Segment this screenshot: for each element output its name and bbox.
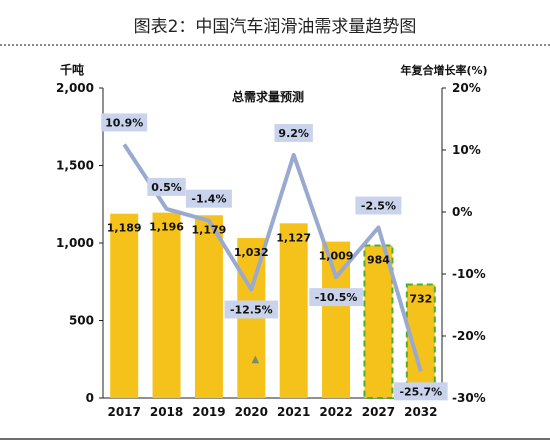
right-tick-label: 0% [452,205,472,219]
growth-rate-label: -2.5% [361,200,396,213]
x-tick-label: 2019 [192,405,225,419]
growth-label-box [394,382,448,401]
left-tick-label: 500 [69,314,94,328]
growth-rate-label: -25.7% [399,385,442,398]
bar-value-label: 732 [409,293,432,306]
x-tick-label: 2018 [150,405,183,419]
right-tick-label: 10% [452,143,481,157]
x-tick-label: 2032 [404,405,437,419]
growth-rate-label: -12.5% [230,304,273,317]
growth-label-box [309,288,363,307]
growth-label-box [147,177,186,196]
left-tick-label: 1,500 [56,159,94,173]
right-axis-title: 年复合增长率(%) [400,63,487,77]
bar-value-label: 1,179 [192,223,227,236]
x-tick-label: 2027 [362,405,395,419]
axes [99,87,446,399]
bar-value-label: 1,009 [319,250,354,263]
x-tick-label: 2020 [235,405,268,419]
bottom-divider [0,438,550,440]
data-labels: 1,189 1,196 1,179 1,032 1,127 1,009 984 732 10.9… [101,113,448,401]
growth-label-box [355,196,402,215]
growth-rate-label: -1.4% [191,193,226,206]
growth-rate-label: -10.5% [315,291,358,304]
right-tick-label: -10% [452,267,486,281]
figure-title: 图表2：中国汽车润滑油需求量趋势图 [133,17,417,37]
bar [110,213,139,398]
chart-title: 总需求量预测 [232,89,304,104]
growth-rate-label: 9.2% [278,127,309,140]
x-tick-label: 2022 [319,405,352,419]
x-tick-label: 2017 [107,405,140,419]
left-axis-title: 千吨 [60,62,84,77]
left-tick-label: 2,000 [56,81,94,95]
left-tick-label: 0 [86,391,94,405]
growth-line-series [122,143,423,372]
growth-rate-line [122,143,423,372]
bar-value-label: 1,189 [107,222,142,235]
bar [279,223,308,398]
bar-value-label: 1,032 [234,246,269,259]
growth-rate-label: 0.5% [151,181,182,194]
growth-label-box [224,300,279,319]
bar [152,212,181,398]
bar-value-label: 984 [367,253,390,266]
x-tick-label: 2021 [277,405,310,419]
growth-label-box [274,123,313,142]
growth-label-box [185,189,232,208]
forecast-bar [363,244,394,399]
right-tick-label: -20% [452,329,486,343]
triangle-marker-icon: ▲ [251,354,259,365]
title-divider [0,44,550,46]
bar-value-label: 1,196 [149,221,184,234]
growth-label-box [101,113,148,132]
bar [194,215,223,398]
left-tick-label: 1,000 [56,236,94,250]
bar-value-label: 1,127 [276,231,311,244]
growth-rate-label: 10.9% [105,116,143,129]
axis-text: 2,000 1,500 1,000 500 0 20% 10% 0% -10% -20% -30% 千… [56,62,488,419]
right-tick-label: 20% [452,81,481,95]
right-tick-label: -30% [452,391,486,405]
